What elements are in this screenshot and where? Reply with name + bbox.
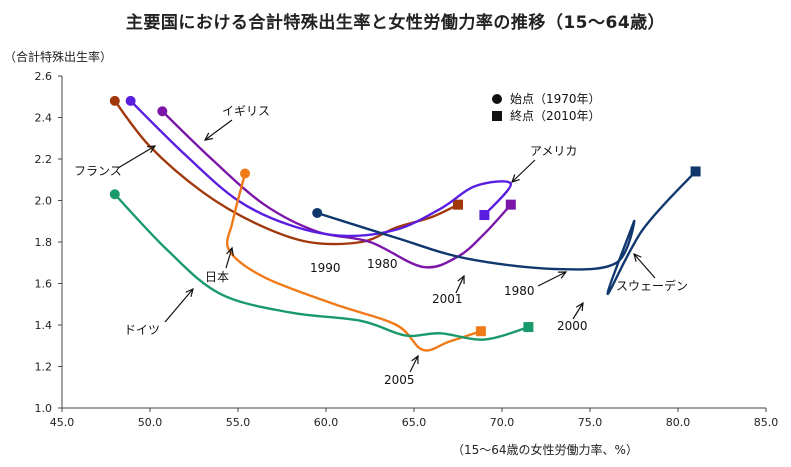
series-line-1 bbox=[161, 110, 512, 269]
x-tick-label: 50.0 bbox=[138, 416, 163, 429]
annotation-label-8: 2001 bbox=[432, 292, 463, 306]
series-start-point-5 bbox=[312, 207, 323, 218]
annotation-label-2: アメリカ bbox=[530, 144, 577, 158]
x-tick-label: 55.0 bbox=[226, 416, 251, 429]
y-tick-label: 1.4 bbox=[35, 319, 53, 332]
series-line-2 bbox=[129, 99, 512, 238]
series-start-point-2 bbox=[125, 95, 136, 106]
series-line-3 bbox=[225, 172, 483, 352]
annotation-arrowhead-9 bbox=[557, 271, 568, 279]
annotation-arrow-2 bbox=[511, 159, 536, 183]
annotation-arrowhead-1 bbox=[203, 132, 213, 141]
annotation-label-10: 2000 bbox=[557, 319, 588, 333]
y-tick-label: 2.4 bbox=[35, 112, 53, 125]
annotation-arrowhead-10 bbox=[575, 301, 584, 312]
annotation-arrow-5 bbox=[633, 253, 656, 279]
series-start-point-0 bbox=[109, 95, 120, 106]
series-end-point-1 bbox=[505, 199, 516, 210]
annotation-label-7: 1980 bbox=[367, 257, 398, 271]
annotation-arrow-10 bbox=[572, 302, 584, 320]
legend-start-marker bbox=[492, 94, 502, 104]
y-tick-label: 2.0 bbox=[35, 195, 53, 208]
x-tick-label: 70.0 bbox=[490, 416, 515, 429]
annotation-arrowhead-2 bbox=[511, 174, 520, 183]
annotation-label-3: 日本 bbox=[205, 270, 229, 284]
x-tick-label: 45.0 bbox=[50, 416, 75, 429]
legend-start-label: 始点（1970年） bbox=[510, 92, 601, 106]
annotation-arrow-9 bbox=[537, 271, 567, 287]
annotation-arrowhead-3 bbox=[226, 246, 234, 256]
annotation-arrow-4 bbox=[164, 288, 194, 323]
annotation-arrow-1 bbox=[204, 119, 233, 141]
series-line-0 bbox=[113, 99, 460, 246]
annotation-arrowhead-0 bbox=[146, 145, 157, 154]
y-tick-label: 1.6 bbox=[35, 278, 53, 291]
x-tick-label: 75.0 bbox=[578, 416, 603, 429]
y-tick-label: 1.2 bbox=[35, 361, 53, 374]
x-tick-label: 80.0 bbox=[666, 416, 691, 429]
annotation-label-1: イギリス bbox=[222, 104, 270, 118]
annotation-arrow-11 bbox=[409, 355, 419, 373]
x-tick-label: 60.0 bbox=[314, 416, 339, 429]
chart-title: 主要国における合計特殊出生率と女性労働力率の推移（15〜64歳） bbox=[125, 13, 666, 33]
annotation-arrowhead-11 bbox=[411, 354, 419, 365]
annotation-arrow-0 bbox=[117, 145, 156, 169]
y-tick-label: 2.2 bbox=[35, 153, 53, 166]
annotation-arrow-3 bbox=[225, 247, 233, 269]
annotation-label-5: スウェーデン bbox=[616, 278, 688, 293]
x-tick-label: 85.0 bbox=[754, 416, 779, 429]
legend-end-label: 終点（2010年） bbox=[510, 108, 601, 123]
y-tick-label: 1.8 bbox=[35, 236, 53, 249]
series-start-point-4 bbox=[109, 189, 120, 200]
series-line-4 bbox=[113, 193, 530, 341]
annotation-label-9: 1980 bbox=[504, 284, 535, 298]
y-tick-label: 2.6 bbox=[35, 70, 53, 83]
annotation-arrowhead-5 bbox=[633, 252, 642, 262]
annotation-label-11: 2005 bbox=[384, 373, 415, 387]
annotation-arrowhead-4 bbox=[185, 287, 194, 297]
series-end-point-5 bbox=[690, 166, 701, 177]
series-start-point-1 bbox=[157, 106, 168, 117]
series-line-5 bbox=[316, 170, 697, 296]
annotation-arrowhead-8 bbox=[457, 274, 465, 285]
annotation-arrow-8 bbox=[455, 275, 465, 294]
series-end-point-2 bbox=[479, 210, 490, 221]
series-end-point-4 bbox=[523, 322, 534, 333]
annotation-label-6: 1990 bbox=[310, 261, 341, 275]
series-start-point-3 bbox=[240, 168, 251, 179]
legend-end-marker bbox=[492, 111, 502, 121]
series-end-point-3 bbox=[475, 326, 486, 337]
x-tick-label: 65.0 bbox=[402, 416, 427, 429]
annotation-label-4: ドイツ bbox=[124, 323, 160, 337]
x-axis-label: （15〜64歳の女性労働力率、%） bbox=[452, 443, 638, 457]
y-axis-label: （合計特殊出生率） bbox=[4, 50, 113, 64]
annotation-label-0: フランス bbox=[74, 164, 122, 178]
y-tick-label: 1.0 bbox=[35, 402, 53, 415]
series-end-point-0 bbox=[453, 199, 463, 210]
